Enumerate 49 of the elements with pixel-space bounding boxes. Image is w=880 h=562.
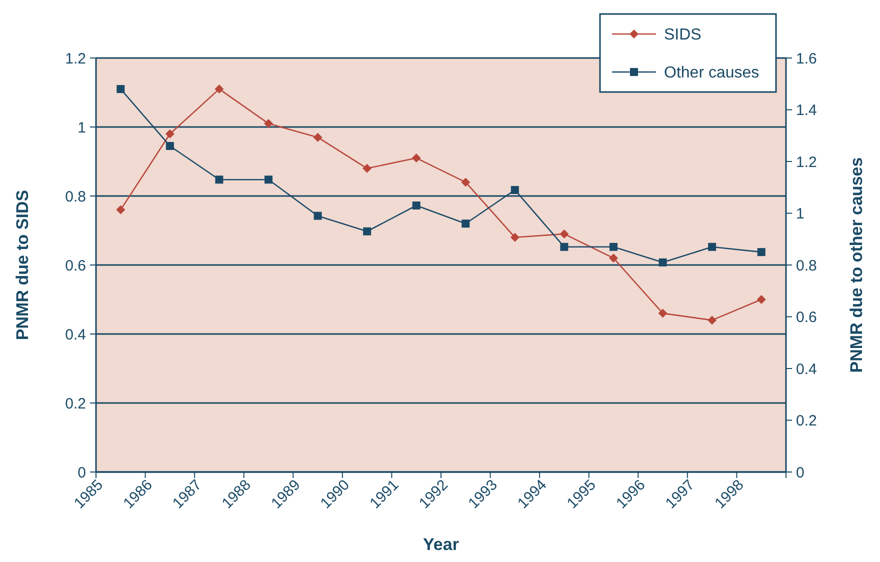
point bbox=[264, 119, 273, 128]
y2-tick-label: 0.4 bbox=[796, 360, 817, 378]
y2-tick-label: 0.2 bbox=[796, 412, 817, 430]
point bbox=[560, 229, 569, 238]
point bbox=[412, 201, 420, 210]
y-tick-label: 0.4 bbox=[65, 326, 86, 344]
y-axis-title: PNMR due to SIDS bbox=[13, 190, 32, 340]
point bbox=[658, 308, 668, 318]
point bbox=[116, 85, 125, 94]
point bbox=[215, 176, 224, 184]
point bbox=[116, 205, 126, 214]
y2-tick-label: 1 bbox=[796, 206, 804, 222]
point bbox=[510, 232, 520, 242]
point bbox=[165, 129, 174, 138]
point bbox=[412, 154, 421, 163]
point bbox=[363, 227, 372, 236]
y2-tick-label: 1.6 bbox=[796, 50, 817, 68]
point bbox=[658, 258, 667, 266]
point bbox=[462, 220, 470, 228]
y-tick-label: 0 bbox=[78, 464, 86, 482]
point bbox=[510, 186, 519, 194]
point bbox=[166, 142, 174, 150]
point bbox=[708, 316, 717, 325]
y-tick-label: 0.8 bbox=[65, 188, 86, 206]
point bbox=[610, 242, 618, 251]
point bbox=[362, 164, 372, 173]
y2-axis-title: PNMR due to other causes bbox=[847, 157, 866, 373]
point bbox=[264, 176, 272, 184]
point bbox=[757, 248, 766, 256]
y2-tick-label: 0.6 bbox=[796, 309, 817, 326]
point bbox=[609, 254, 618, 263]
point bbox=[314, 212, 322, 220]
point bbox=[756, 295, 766, 304]
y2-tick-label: 1.2 bbox=[796, 154, 817, 171]
x-axis-title: Year bbox=[423, 535, 460, 554]
point bbox=[560, 242, 568, 251]
y2-tick-label: 1.4 bbox=[796, 102, 817, 119]
point bbox=[461, 178, 470, 187]
point bbox=[708, 242, 716, 251]
legend-label: SIDS bbox=[664, 26, 702, 44]
y-tick-label: 1 bbox=[78, 119, 86, 136]
point bbox=[214, 84, 224, 94]
point bbox=[313, 132, 322, 142]
y2-tick-label: 0.8 bbox=[796, 257, 817, 274]
y-tick-label: 1.2 bbox=[65, 50, 86, 68]
y-tick-label: 0.6 bbox=[65, 257, 86, 274]
legend-label: Other causes bbox=[664, 64, 760, 82]
y2-tick-label: 0 bbox=[796, 464, 804, 482]
y-tick-label: 0.2 bbox=[65, 395, 86, 412]
